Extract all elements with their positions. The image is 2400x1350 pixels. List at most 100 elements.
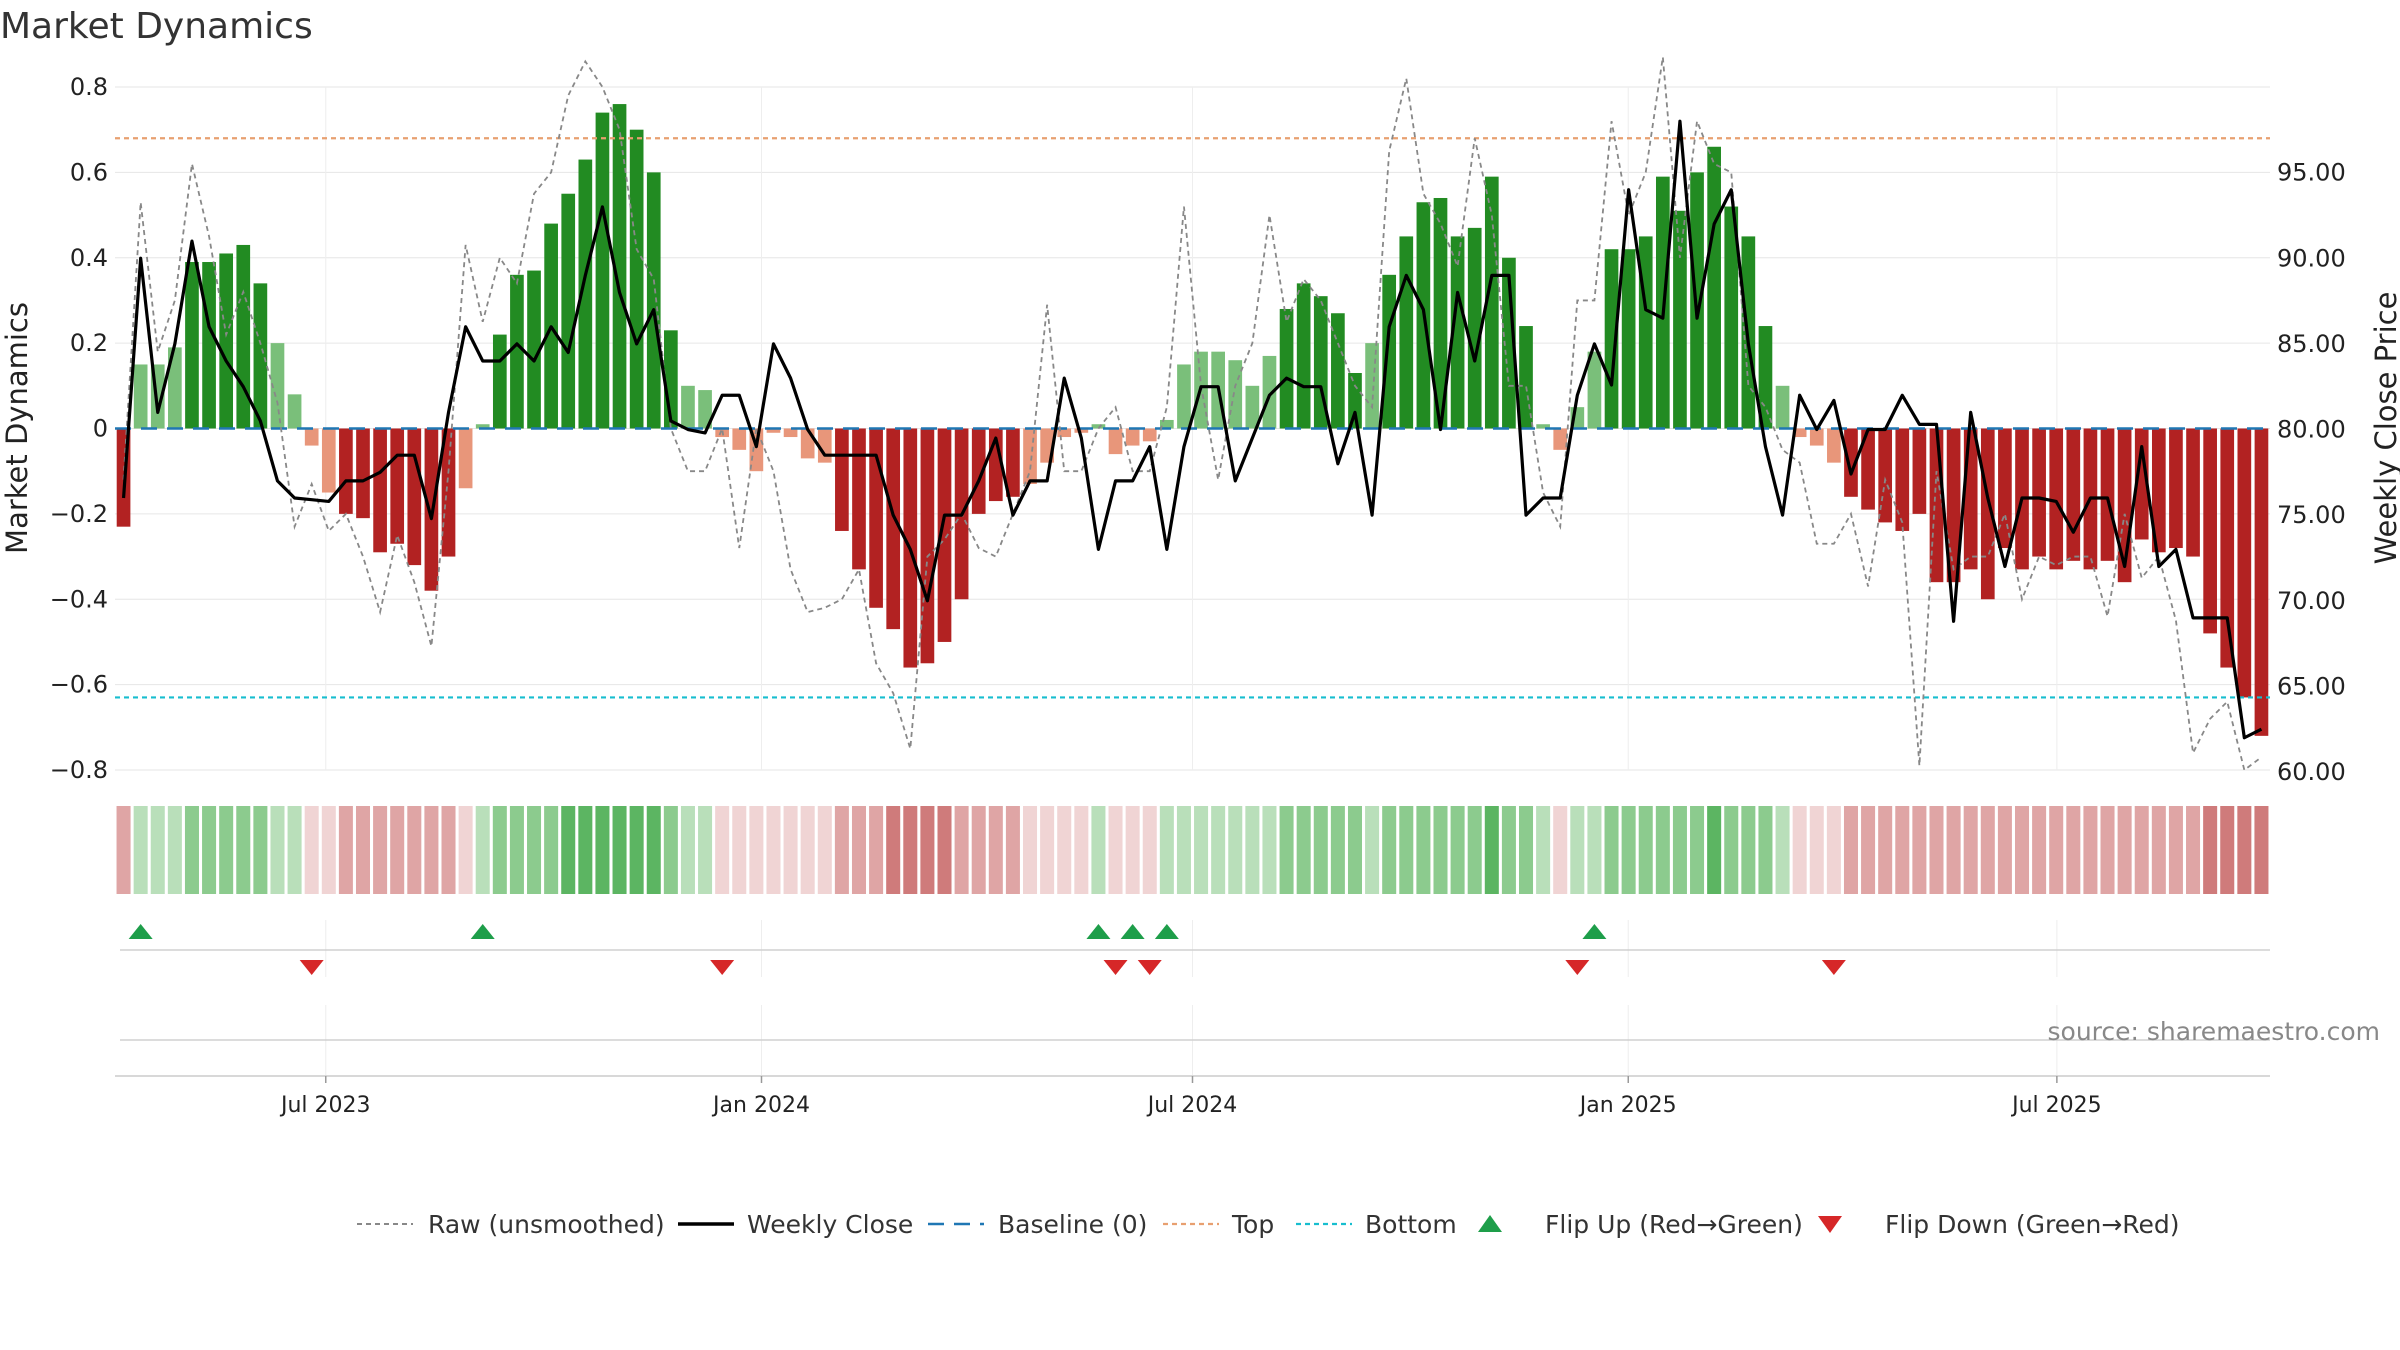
strip-cell [578,806,593,894]
bar [578,159,593,429]
strip-cell [1501,806,1516,894]
bar [1177,364,1191,429]
strip-cell [1741,806,1756,894]
strip-cell [698,806,713,894]
bar [612,104,627,429]
bar [1006,428,1020,497]
strip-cell [1775,806,1790,894]
bar [2134,428,2149,540]
strip-cell [1057,806,1072,894]
y2-tick-label: 95.00 [2277,159,2346,187]
strip-cell [1587,806,1602,894]
legend: Raw (unsmoothed) Weekly Close Baseline (0)… [357,1210,2180,1239]
bar [852,428,866,570]
bar [1707,146,1721,429]
strip-cell [1570,806,1585,894]
bar [133,364,148,429]
strip-cell [1843,806,1858,894]
strip-cell [1997,806,2012,894]
strip-cell [1484,806,1499,894]
bar [1844,428,1858,497]
strip-cell [1125,806,1140,894]
bar [1160,419,1174,429]
y-tick-label: 0 [93,415,108,443]
strip-cell [629,806,644,894]
bar [356,428,370,519]
bar [1074,428,1089,433]
strip-cell [236,806,251,894]
bar [458,428,473,489]
legend-flip-down-swatch [1818,1216,1842,1233]
bar [1023,428,1037,484]
strip-cell [869,806,884,894]
strip-cell [1313,806,1328,894]
legend-flip-up-swatch [1478,1215,1502,1232]
flip-down-marker [1103,960,1128,975]
strip-cell [2014,806,2030,894]
strip-cell [1912,806,1927,894]
strip-cell [1707,806,1722,894]
bar [1963,428,1978,570]
bar [2032,428,2046,557]
strip-cell [2100,806,2115,894]
strip-cell [2151,806,2166,894]
strip-cell [1382,806,1397,894]
x-axis: Jul 2023 Jan 2024 Jul 2024 Jan 2025 Jul 2025 [115,1075,2270,1118]
strip-cell [167,806,182,894]
y2-tick-label: 75.00 [2277,501,2346,529]
strip-cell [2237,806,2252,894]
bar [304,428,319,446]
bar [1946,428,1961,583]
bar [1057,428,1072,438]
bar [1587,351,1602,429]
strip-cell [1245,806,1260,894]
bar [1809,428,1824,446]
bar [1861,428,1875,510]
strip-cell [1792,806,1807,894]
y2-tick-label: 70.00 [2277,587,2346,615]
bar [2220,428,2235,668]
strip-cell [2049,806,2064,894]
bar [1621,249,1636,429]
y-tick-label: −0.6 [50,671,108,699]
bar [1091,424,1106,429]
strip-cell [1724,806,1739,894]
y-tick-label: 0.6 [70,158,108,186]
y-tick-label: 0.8 [70,73,108,101]
y2-tick-label: 65.00 [2277,672,2346,700]
bar [1279,308,1294,429]
strip-cell [680,806,695,894]
flip-down-marker [710,960,735,975]
strip-cell [2254,806,2269,894]
bar [1245,385,1260,429]
strip-cell [1176,806,1191,894]
legend-label: Baseline (0) [998,1210,1147,1239]
bar [1895,428,1910,531]
y-tick-label: 0.2 [70,329,108,357]
bar [971,428,986,514]
bar [1519,326,1533,429]
source-label: source: sharemaestro.com [2048,1017,2381,1046]
strip-cell [287,806,302,894]
bar [1382,274,1397,429]
bar [681,385,695,429]
bar [1262,355,1277,429]
bar [321,428,336,493]
bar [800,428,815,459]
bar [2254,428,2269,736]
flip-up-marker [470,924,495,939]
strip-cell [544,806,559,894]
y-tick-label: −0.8 [50,756,108,784]
bar [185,262,199,429]
bar [886,428,901,630]
strip-cell [903,806,918,894]
strip-cell [1963,806,1978,894]
strip-cell [1758,806,1773,894]
strip-cell [458,806,473,894]
x-tick-label: Jan 2025 [1578,1093,1677,1118]
strip-cell [2032,806,2047,894]
strip-cell [355,806,371,894]
strip-cell [509,806,524,894]
flip-up-marker [1086,924,1111,939]
flip-markers-panel [120,920,2270,977]
